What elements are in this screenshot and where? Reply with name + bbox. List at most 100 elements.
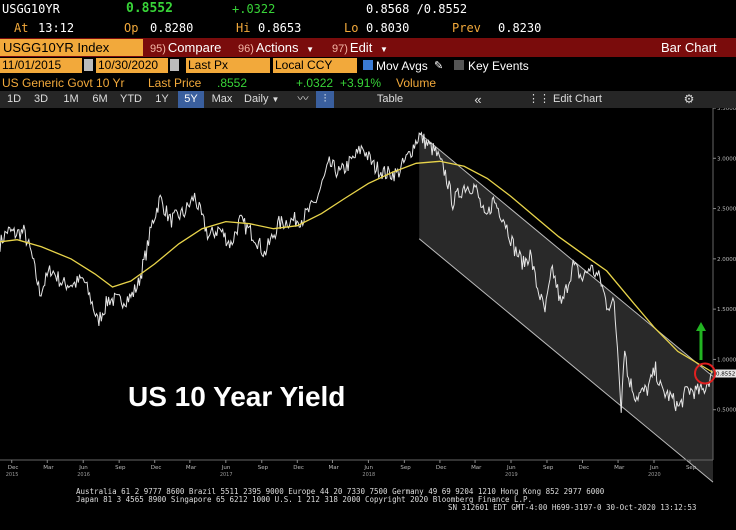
legend-last-price: .8552: [217, 76, 248, 90]
tab-max[interactable]: Max: [211, 93, 233, 105]
chevron-down-icon: ▼: [271, 95, 280, 104]
compare-button[interactable]: 95) Compare: [150, 38, 221, 57]
legend-change-pct: +3.91%: [340, 76, 382, 90]
x-tick-label: Mar: [328, 465, 339, 471]
high-value: 0.8653: [258, 21, 302, 35]
calendar-icon[interactable]: [84, 59, 93, 71]
footer-line-2: Japan 81 3 4565 8900 Singapore 65 6212 1…: [76, 495, 533, 504]
calendar-icon[interactable]: [170, 59, 179, 71]
edit-menu[interactable]: 97) Edit ▼: [332, 38, 388, 57]
y-axis: 0.5000 1.0000 1.5000 2.0000 2.5000 3.0000 3.50…: [712, 108, 736, 460]
x-tick-year: 2015: [6, 472, 19, 478]
chart-background: [0, 108, 736, 485]
y-tick-label: 1.5000: [717, 307, 736, 313]
price-series: [0, 131, 714, 413]
tab-1d[interactable]: 1D: [6, 93, 22, 105]
start-date-input[interactable]: 11/01/2015: [0, 58, 82, 73]
x-tick-label: Mar: [614, 465, 625, 471]
price-line: [0, 131, 714, 413]
tab-3d[interactable]: 3D: [33, 93, 49, 105]
end-date-input[interactable]: 10/30/2020: [96, 58, 168, 73]
ticker-symbol: USGG10YR: [2, 2, 60, 16]
high-label: Hi: [236, 21, 251, 35]
x-tick-label: Sep: [258, 465, 269, 471]
channel-lower-line: [418, 238, 714, 483]
edit-label: Edit: [349, 40, 373, 55]
low-value: 0.8030: [366, 21, 410, 35]
tab-5y[interactable]: 5Y: [178, 91, 204, 108]
settings-bar: 11/01/2015 10/30/2020 Last Px Local CCY …: [0, 57, 736, 75]
mov-avgs-checkbox[interactable]: [363, 60, 373, 70]
x-tick-label: Sep: [543, 465, 554, 471]
ohlc-bar: At 13:12 Op 0.8280 Hi 0.8653 Lo 0.8030 P…: [0, 19, 736, 38]
line-chart-icon[interactable]: 〰: [297, 93, 309, 105]
table-button[interactable]: Table: [376, 93, 404, 105]
edit-chart-label: Edit Chart: [553, 93, 602, 105]
last-price: 0.8552: [126, 1, 173, 16]
frequency-select[interactable]: Daily ▼: [240, 91, 292, 108]
moving-average-series: [0, 160, 714, 374]
x-tick-label: Dec: [293, 465, 304, 471]
up-arrow-icon: [696, 322, 706, 360]
y-tick-label: 1.0000: [717, 357, 736, 363]
security-input[interactable]: USGG10YR Index: [0, 39, 143, 56]
pencil-icon[interactable]: ✎: [434, 60, 444, 72]
tab-1y[interactable]: 1Y: [155, 93, 169, 105]
prev-value: 0.8230: [498, 21, 542, 35]
actions-menu[interactable]: 96) Actions ▼: [238, 38, 314, 57]
yield-chart[interactable]: 0.5000 1.0000 1.5000 2.0000 2.5000 3.0000 3.50…: [0, 108, 736, 485]
x-tick-label: Jun: [78, 465, 88, 471]
x-tick-label: Sep: [686, 465, 697, 471]
actions-number: 96): [238, 43, 254, 55]
key-events-checkbox[interactable]: [454, 60, 464, 70]
last-value-box: [714, 369, 736, 378]
highlight-circle: [694, 362, 716, 385]
currency-select[interactable]: Local CCY: [273, 58, 357, 73]
period-toolbar: 1D 3D 1M 6M YTD 1Y 5Y Max Daily ▼ 〰 ⫶ Ta…: [0, 91, 736, 108]
function-toolbar: USGG10YR Index 95) Compare 96) Actions ▼ 9…: [0, 38, 736, 57]
security-name: US Generic Govt 10 Yr: [2, 76, 125, 90]
x-tick-label: Jun: [649, 465, 659, 471]
tab-ytd[interactable]: YTD: [120, 93, 142, 105]
trend-channel: [418, 132, 714, 483]
bid-ask: 0.8568 /0.8552: [366, 2, 468, 16]
channel-fill: [419, 133, 713, 483]
legend-bar: US Generic Govt 10 Yr Last Price .8552 +…: [0, 75, 736, 91]
y-tick-label: 2.5000: [717, 207, 736, 213]
tab-1m[interactable]: 1M: [63, 93, 79, 105]
actions-label: Actions: [255, 40, 299, 55]
frequency-label: Daily: [244, 93, 269, 105]
x-tick-year: 2018: [362, 472, 375, 478]
chart-annotation: US 10 Year Yield: [128, 381, 345, 412]
chart-type-label: Bar Chart: [661, 40, 717, 55]
grid-icon: ⋮⋮: [528, 93, 550, 105]
x-tick-label: Sep: [400, 465, 411, 471]
moving-average-line: [0, 160, 714, 374]
price-change: +.0322: [232, 2, 276, 16]
footer-line-3: SN 312601 EDT GMT-4:00 H699-3197-0 30-Oc…: [448, 503, 697, 512]
last-value-label: 0.8552: [716, 372, 735, 378]
open-value: 0.8280: [150, 21, 194, 35]
double-chevron-left-icon[interactable]: «: [474, 92, 482, 107]
compare-number: 95): [150, 43, 166, 55]
low-label: Lo: [344, 21, 359, 35]
x-tick-label: Mar: [43, 465, 54, 471]
x-tick-label: Jun: [506, 465, 516, 471]
tab-6m[interactable]: 6M: [92, 93, 108, 105]
price-field-select[interactable]: Last Px: [186, 58, 270, 73]
last-price-label: Last Price: [148, 76, 202, 90]
x-tick-year: 2020: [648, 472, 661, 478]
chevron-down-icon: ▼: [379, 45, 388, 54]
mov-avgs-label: Mov Avgs: [376, 59, 428, 73]
gear-icon[interactable]: ⚙: [683, 92, 695, 106]
y-tick-label: 2.0000: [717, 257, 736, 263]
x-tick-year: 2017: [220, 472, 233, 478]
bar-chart-icon[interactable]: ⫶: [316, 91, 334, 108]
x-tick-label: Mar: [471, 465, 482, 471]
key-events-label: Key Events: [468, 59, 529, 73]
edit-chart-button[interactable]: ⋮⋮ Edit Chart: [528, 91, 612, 108]
legend-change: +.0322: [296, 76, 334, 90]
y-tick-label: 3.0000: [717, 156, 736, 162]
x-tick-year: 2019: [505, 472, 518, 478]
